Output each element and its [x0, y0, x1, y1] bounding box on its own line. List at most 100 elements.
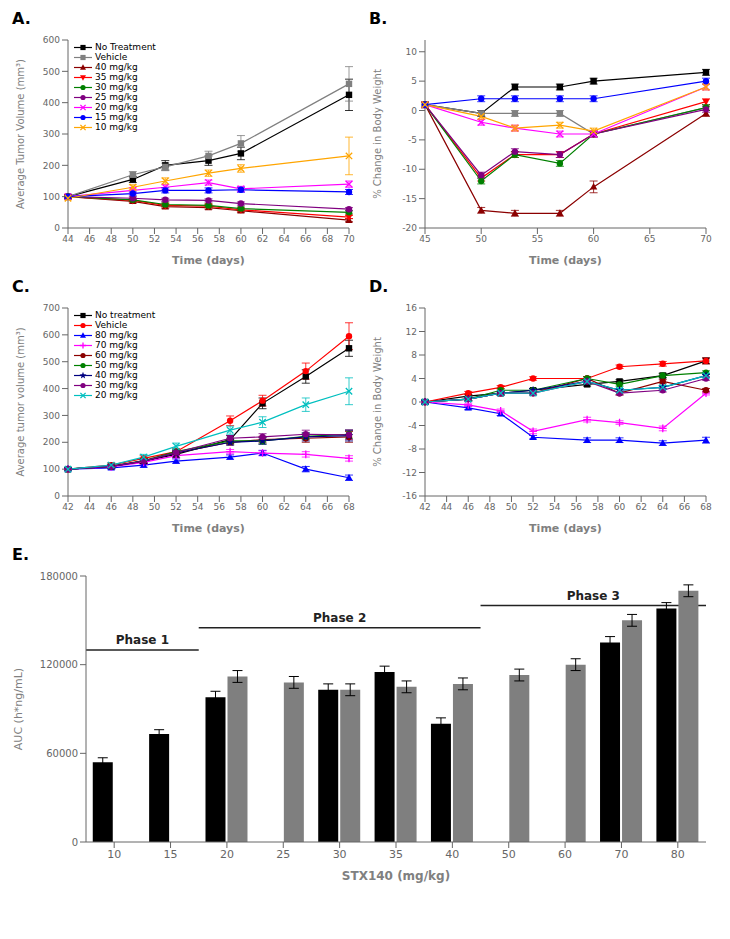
svg-text:58: 58 [592, 502, 604, 512]
svg-text:56: 56 [192, 234, 204, 244]
svg-text:58: 58 [214, 234, 226, 244]
svg-text:66: 66 [300, 234, 312, 244]
svg-text:AUC (h*ng/mL): AUC (h*ng/mL) [12, 668, 25, 750]
svg-text:46: 46 [463, 502, 475, 512]
svg-text:48: 48 [484, 502, 496, 512]
svg-text:180000: 180000 [40, 571, 78, 582]
svg-text:44: 44 [62, 234, 74, 244]
svg-text:62: 62 [635, 502, 646, 512]
svg-text:12: 12 [406, 327, 417, 337]
svg-text:64: 64 [657, 502, 669, 512]
svg-text:16: 16 [406, 303, 418, 313]
svg-text:50: 50 [475, 234, 487, 244]
svg-text:56: 56 [214, 502, 226, 512]
svg-text:0: 0 [54, 491, 60, 501]
svg-text:200: 200 [43, 161, 60, 171]
svg-text:400: 400 [43, 384, 60, 394]
svg-text:48: 48 [127, 502, 139, 512]
svg-text:50: 50 [149, 502, 161, 512]
svg-text:-10: -10 [402, 164, 417, 174]
svg-text:60: 60 [558, 848, 572, 861]
svg-text:300: 300 [43, 129, 60, 139]
svg-text:Average Tumor Volume (mm³): Average Tumor Volume (mm³) [15, 59, 26, 209]
svg-text:55: 55 [532, 234, 543, 244]
svg-text:0: 0 [54, 223, 60, 233]
svg-text:Average tumor volume (mm³): Average tumor volume (mm³) [15, 327, 26, 476]
svg-text:70: 70 [343, 234, 355, 244]
svg-text:56: 56 [571, 502, 583, 512]
svg-text:Phase 3: Phase 3 [567, 589, 620, 603]
svg-text:-4: -4 [408, 421, 417, 431]
svg-text:500: 500 [43, 67, 60, 77]
svg-text:-5: -5 [408, 135, 417, 145]
svg-text:100: 100 [43, 464, 60, 474]
svg-text:54: 54 [170, 234, 182, 244]
svg-text:62: 62 [278, 502, 289, 512]
svg-text:46: 46 [106, 502, 118, 512]
svg-text:8: 8 [411, 350, 417, 360]
svg-text:60000: 60000 [46, 748, 78, 759]
svg-text:46: 46 [84, 234, 96, 244]
svg-text:62: 62 [257, 234, 268, 244]
svg-text:50: 50 [502, 848, 516, 861]
svg-text:700: 700 [43, 303, 60, 313]
svg-text:-8: -8 [408, 444, 417, 454]
svg-text:Phase 1: Phase 1 [116, 633, 169, 647]
svg-text:100: 100 [43, 192, 60, 202]
svg-text:% Change in Body Weight: % Change in Body Weight [372, 69, 383, 199]
svg-text:-15: -15 [402, 194, 417, 204]
svg-text:600: 600 [43, 35, 60, 45]
svg-text:500: 500 [43, 357, 60, 367]
svg-text:60: 60 [614, 502, 626, 512]
svg-text:52: 52 [149, 234, 160, 244]
svg-text:44: 44 [441, 502, 453, 512]
svg-text:0: 0 [72, 837, 78, 848]
svg-text:% Change in Body Weight: % Change in Body Weight [372, 337, 383, 467]
svg-text:200: 200 [43, 437, 60, 447]
svg-text:Time (days): Time (days) [172, 522, 245, 535]
svg-text:54: 54 [192, 502, 204, 512]
svg-text:20: 20 [220, 848, 234, 861]
svg-text:66: 66 [322, 502, 334, 512]
svg-text:52: 52 [527, 502, 538, 512]
svg-text:80: 80 [671, 848, 685, 861]
svg-text:68: 68 [322, 234, 334, 244]
svg-text:0: 0 [411, 106, 417, 116]
svg-text:5: 5 [411, 76, 417, 86]
svg-text:-12: -12 [402, 468, 417, 478]
svg-text:10: 10 [107, 848, 121, 861]
svg-text:64: 64 [278, 234, 290, 244]
svg-text:42: 42 [62, 502, 73, 512]
svg-text:STX140 (mg/kg): STX140 (mg/kg) [342, 869, 450, 883]
svg-text:Time (days): Time (days) [529, 254, 602, 267]
svg-text:66: 66 [679, 502, 691, 512]
svg-text:60: 60 [257, 502, 269, 512]
svg-text:-20: -20 [402, 223, 417, 233]
svg-text:58: 58 [235, 502, 247, 512]
svg-text:40: 40 [445, 848, 459, 861]
svg-text:70: 70 [700, 234, 712, 244]
svg-text:48: 48 [106, 234, 118, 244]
svg-text:120000: 120000 [40, 659, 78, 670]
svg-text:Time (days): Time (days) [172, 254, 245, 267]
svg-text:4: 4 [411, 374, 417, 384]
svg-text:42: 42 [419, 502, 430, 512]
svg-text:0: 0 [411, 397, 417, 407]
svg-text:68: 68 [343, 502, 355, 512]
svg-text:50: 50 [127, 234, 139, 244]
svg-text:60: 60 [588, 234, 600, 244]
svg-text:Phase 2: Phase 2 [313, 611, 366, 625]
svg-text:600: 600 [43, 330, 60, 340]
svg-text:300: 300 [43, 411, 60, 421]
svg-text:64: 64 [300, 502, 312, 512]
svg-text:44: 44 [84, 502, 96, 512]
svg-text:Time (days): Time (days) [529, 522, 602, 535]
svg-text:-16: -16 [402, 491, 417, 501]
svg-text:70: 70 [614, 848, 628, 861]
svg-text:68: 68 [700, 502, 712, 512]
svg-text:54: 54 [549, 502, 561, 512]
svg-text:65: 65 [644, 234, 655, 244]
svg-text:25: 25 [276, 848, 290, 861]
svg-text:50: 50 [506, 502, 518, 512]
svg-text:45: 45 [419, 234, 430, 244]
